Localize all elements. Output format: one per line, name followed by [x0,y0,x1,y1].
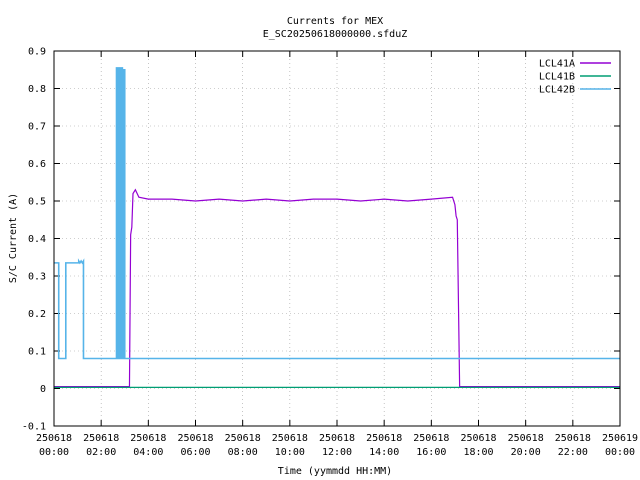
x-tick-time-label: 08:00 [228,447,258,458]
x-tick-date-label: 250618 [460,433,496,444]
x-tick-date-label: 250618 [319,433,355,444]
legend: LCL41A LCL41B LCL42B [539,59,611,96]
x-tick-date-label: 250618 [225,433,261,444]
x-tick-date-label: 250618 [177,433,213,444]
y-axis-label: S/C Current (A) [8,193,19,283]
x-tick-date-label: 250618 [555,433,591,444]
y-tick-label: 0.4 [28,234,46,245]
x-tick-time-label: 22:00 [558,447,588,458]
series-line-lcl41a [54,188,620,388]
legend-label-lcl41a: LCL41A [539,59,575,70]
chart-subtitle: E_SC20250618000000.sfduZ [263,29,408,40]
x-tick-time-label: 20:00 [511,447,541,458]
series-line-lcl42b [54,67,620,360]
x-tick-date-label: 250618 [413,433,449,444]
x-tick-date-label: 250618 [272,433,308,444]
y-tick-label: -0.1 [22,422,46,433]
x-tick-date-label: 250618 [36,433,72,444]
x-tick-time-label: 02:00 [86,447,116,458]
series-lines [54,67,620,388]
grid [54,51,620,426]
x-tick-date-label: 250618 [508,433,544,444]
ticks: -0.1 0 0.1 0.2 0.3 0.4 0.5 0.6 0.7 0.8 0.9 250618 00… [22,47,638,459]
x-axis-label: Time (yymmdd HH:MM) [278,466,392,477]
x-tick-date-label: 250619 [602,433,638,444]
x-tick-time-label: 04:00 [133,447,163,458]
y-tick-label: 0.7 [28,122,46,133]
x-tick-time-label: 14:00 [369,447,399,458]
y-tick-label: 0.3 [28,272,46,283]
chart-title: Currents for MEX [287,16,383,27]
x-tick-time-label: 12:00 [322,447,352,458]
y-tick-label: 0.1 [28,347,46,358]
x-tick-date-label: 250618 [83,433,119,444]
x-tick-date-label: 250618 [366,433,402,444]
x-tick-time-label: 06:00 [180,447,210,458]
x-tick-time-label: 00:00 [605,447,635,458]
x-tick-time-label: 00:00 [39,447,69,458]
y-tick-label: 0.6 [28,159,46,170]
x-tick-time-label: 16:00 [416,447,446,458]
legend-label-lcl41b: LCL41B [539,72,575,83]
plot-border [53,50,621,427]
y-tick-label: 0.2 [28,309,46,320]
legend-label-lcl42b: LCL42B [539,85,575,96]
y-tick-label: 0.5 [28,197,46,208]
y-tick-label: 0.9 [28,47,46,58]
y-tick-label: 0 [40,384,46,395]
x-tick-time-label: 18:00 [463,447,493,458]
y-tick-label: 0.8 [28,84,46,95]
x-tick-time-label: 10:00 [275,447,305,458]
x-tick-date-label: 250618 [130,433,166,444]
